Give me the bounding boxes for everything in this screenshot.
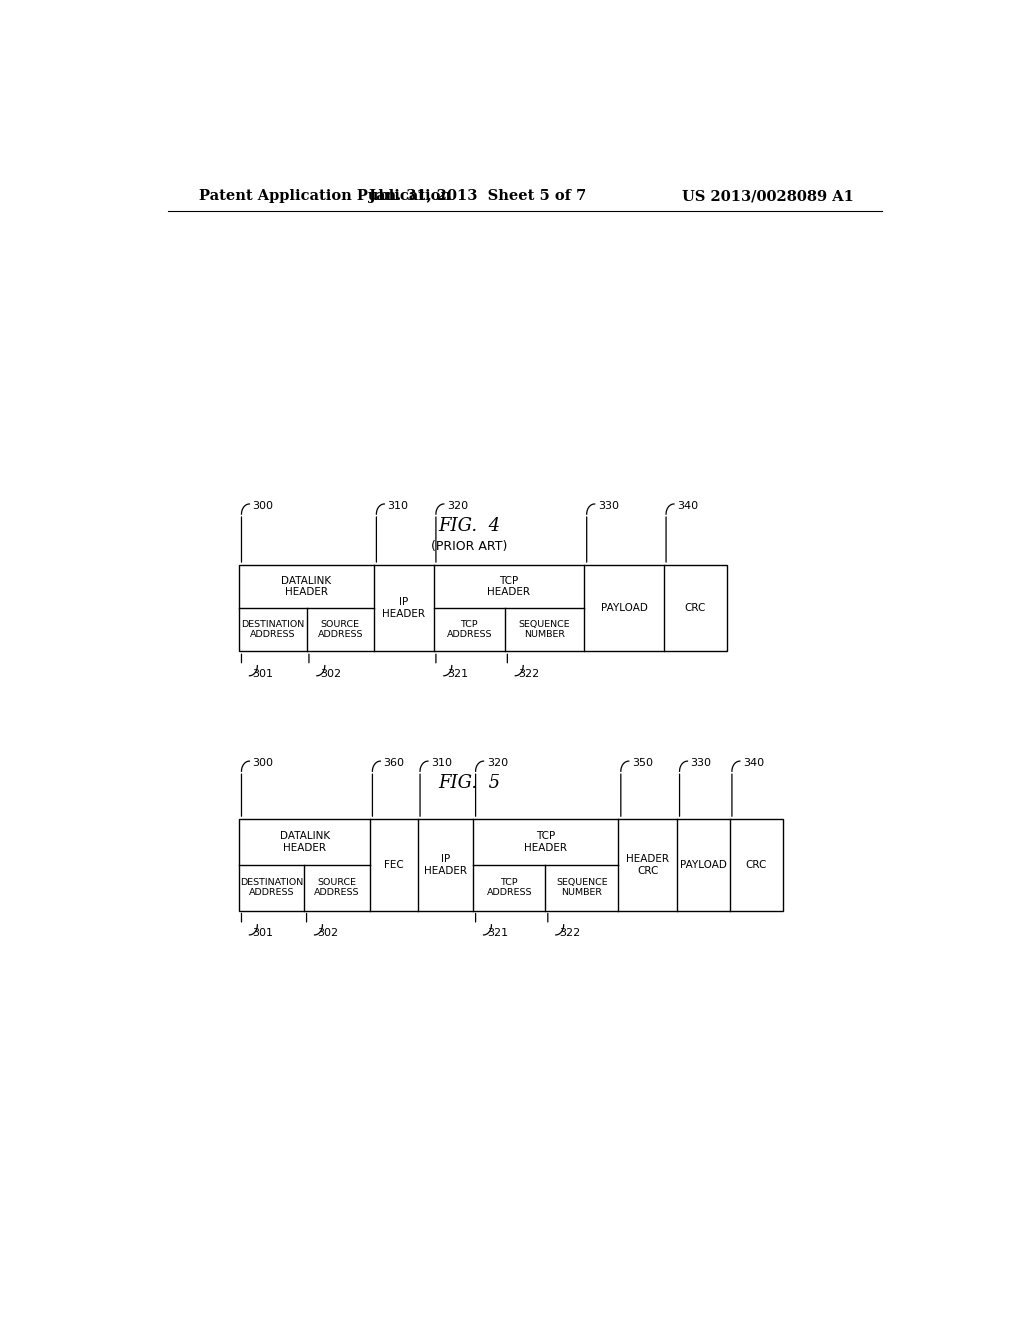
Text: FEC: FEC xyxy=(384,859,403,870)
Text: CRC: CRC xyxy=(745,859,767,870)
Text: 321: 321 xyxy=(486,928,508,939)
Text: US 2013/0028089 A1: US 2013/0028089 A1 xyxy=(682,189,854,203)
Text: IP
HEADER: IP HEADER xyxy=(424,854,467,875)
Text: FIG.  5: FIG. 5 xyxy=(438,775,501,792)
Text: 340: 340 xyxy=(743,758,764,768)
Text: 330: 330 xyxy=(598,502,618,511)
Text: 300: 300 xyxy=(253,758,273,768)
Text: 302: 302 xyxy=(321,669,341,678)
Text: 330: 330 xyxy=(690,758,712,768)
Text: 310: 310 xyxy=(431,758,453,768)
Text: 360: 360 xyxy=(384,758,404,768)
Text: 322: 322 xyxy=(559,928,581,939)
Text: DATALINK
HEADER: DATALINK HEADER xyxy=(282,576,332,598)
Text: 301: 301 xyxy=(253,928,273,939)
Text: 350: 350 xyxy=(632,758,653,768)
Text: IP
HEADER: IP HEADER xyxy=(382,598,425,619)
Text: DESTINATION
ADDRESS: DESTINATION ADDRESS xyxy=(240,878,303,898)
Text: CRC: CRC xyxy=(685,603,707,614)
Text: HEADER
CRC: HEADER CRC xyxy=(627,854,670,875)
Bar xyxy=(240,565,727,651)
Text: PAYLOAD: PAYLOAD xyxy=(600,603,647,614)
Text: SOURCE
ADDRESS: SOURCE ADDRESS xyxy=(317,620,364,639)
Text: DESTINATION
ADDRESS: DESTINATION ADDRESS xyxy=(242,620,304,639)
Text: SEQUENCE
NUMBER: SEQUENCE NUMBER xyxy=(556,878,608,898)
Text: TCP
ADDRESS: TCP ADDRESS xyxy=(446,620,492,639)
Text: 340: 340 xyxy=(677,502,698,511)
Text: 320: 320 xyxy=(447,502,468,511)
Text: 322: 322 xyxy=(518,669,540,678)
Text: 300: 300 xyxy=(253,502,273,511)
Text: 320: 320 xyxy=(486,758,508,768)
Text: 302: 302 xyxy=(317,928,339,939)
Bar xyxy=(240,818,782,911)
Text: Jan. 31, 2013  Sheet 5 of 7: Jan. 31, 2013 Sheet 5 of 7 xyxy=(369,189,586,203)
Text: SEQUENCE
NUMBER: SEQUENCE NUMBER xyxy=(519,620,570,639)
Text: TCP
ADDRESS: TCP ADDRESS xyxy=(486,878,532,898)
Text: SOURCE
ADDRESS: SOURCE ADDRESS xyxy=(314,878,359,898)
Text: Patent Application Publication: Patent Application Publication xyxy=(200,189,452,203)
Text: 301: 301 xyxy=(253,669,273,678)
Text: (PRIOR ART): (PRIOR ART) xyxy=(431,540,508,553)
Text: TCP
HEADER: TCP HEADER xyxy=(524,832,567,853)
Text: PAYLOAD: PAYLOAD xyxy=(680,859,727,870)
Text: 310: 310 xyxy=(387,502,409,511)
Text: DATALINK
HEADER: DATALINK HEADER xyxy=(280,832,330,853)
Text: 321: 321 xyxy=(447,669,468,678)
Text: TCP
HEADER: TCP HEADER xyxy=(487,576,530,598)
Text: FIG.  4: FIG. 4 xyxy=(438,517,501,536)
